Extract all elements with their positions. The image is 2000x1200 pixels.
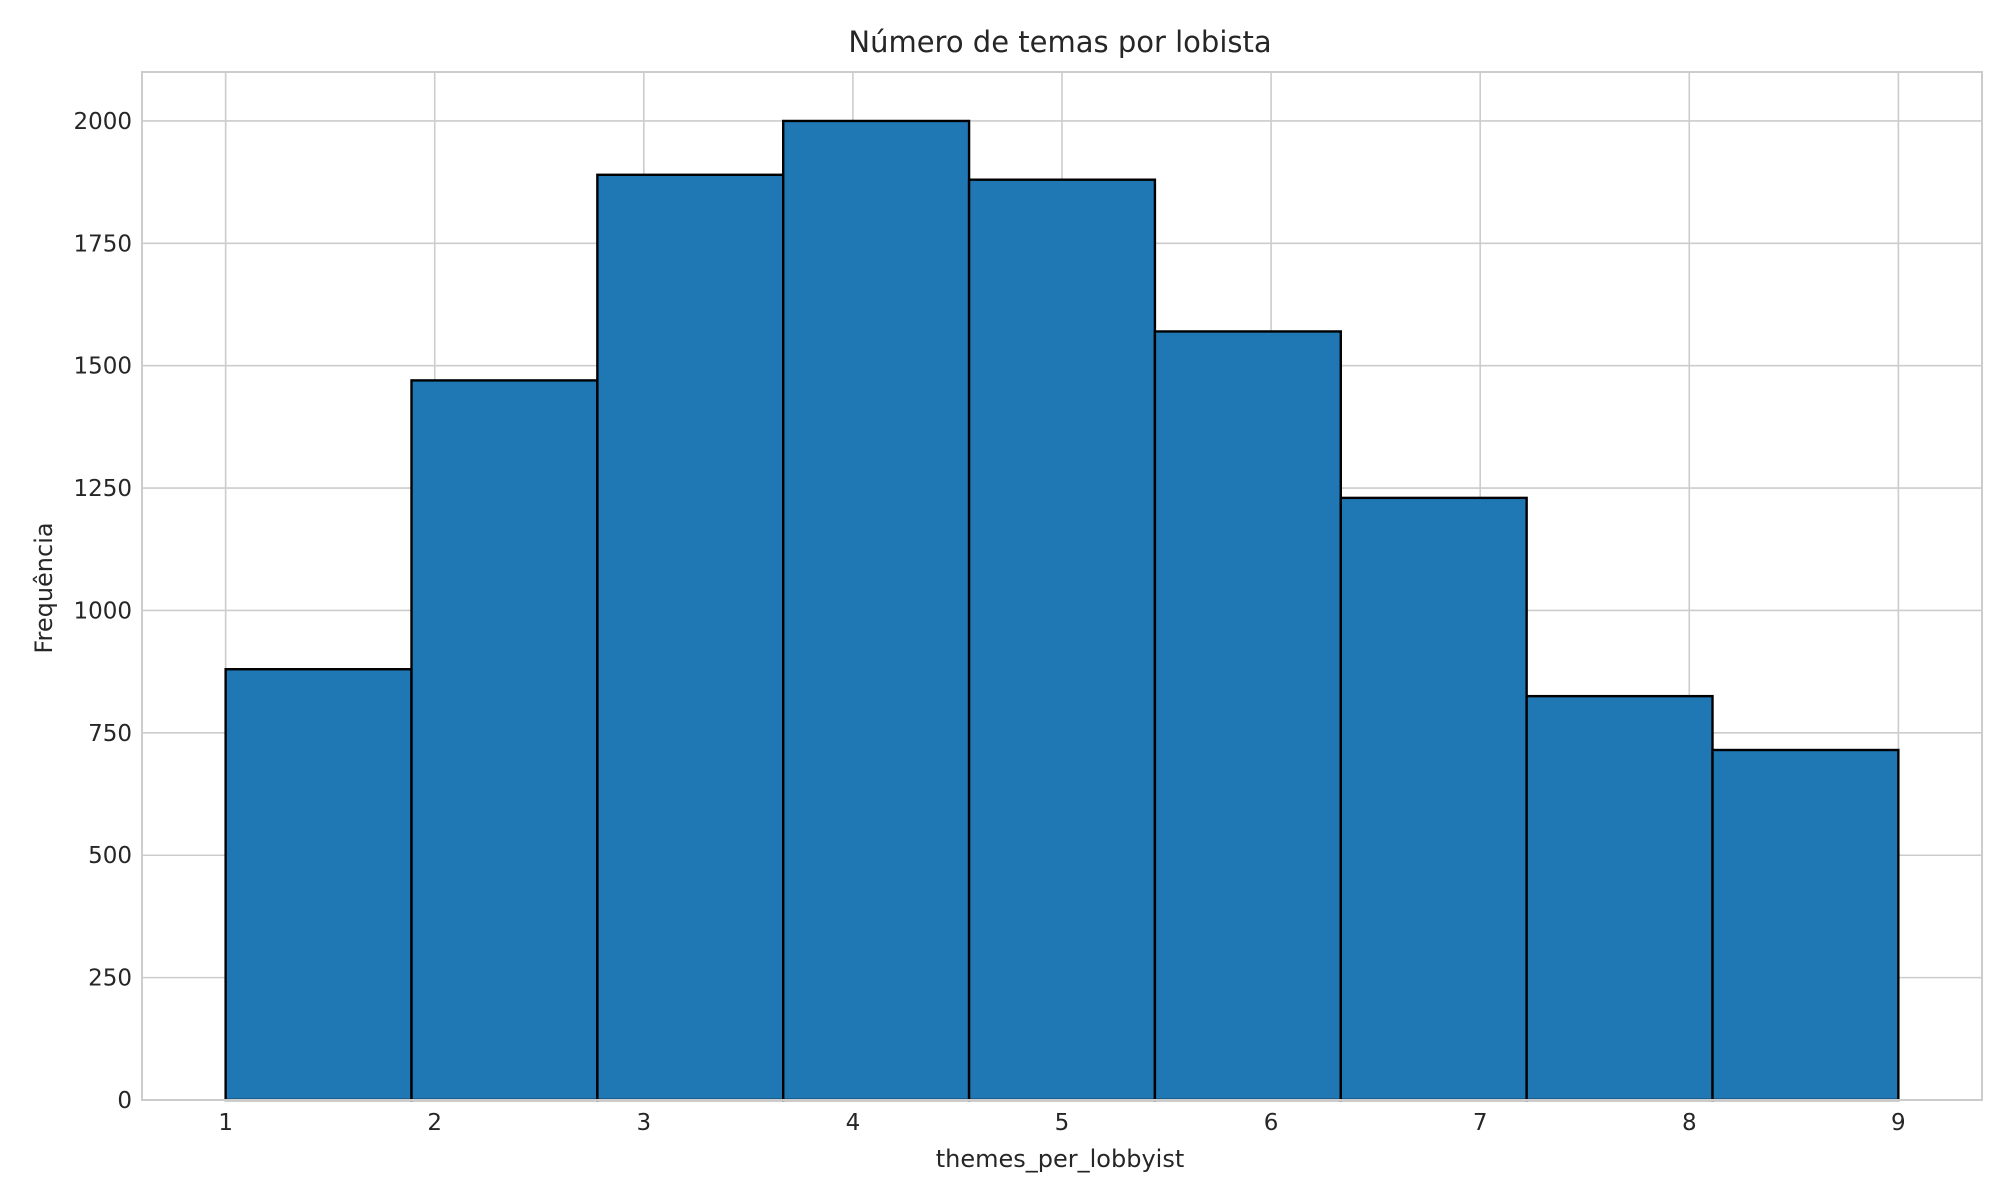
y-tick-label: 1250	[73, 476, 132, 502]
histogram-bar	[1525, 694, 1714, 1102]
histogram-bar	[967, 178, 1157, 1102]
y-tick-label: 750	[88, 721, 132, 747]
histogram-bar	[224, 668, 413, 1102]
x-tick-label: 7	[1473, 1110, 1488, 1136]
y-axis-label: Frequência	[30, 522, 58, 653]
histogram-bar	[1153, 330, 1342, 1102]
y-tick-label: 500	[88, 843, 132, 869]
histogram-bar	[782, 119, 971, 1102]
x-tick-label: 1	[218, 1110, 233, 1136]
x-tick-label: 5	[1055, 1110, 1070, 1136]
y-tick-label: 2000	[73, 109, 132, 135]
histogram-bar	[1711, 748, 1900, 1102]
y-tick-label: 1750	[73, 231, 132, 257]
x-tick-label: 9	[1891, 1110, 1906, 1136]
y-tick-label: 1000	[73, 598, 132, 624]
x-axis-label: themes_per_lobbyist	[936, 1145, 1185, 1173]
histogram-bar	[596, 173, 785, 1102]
plot-frame	[141, 71, 1983, 1101]
x-tick-label: 6	[1264, 1110, 1279, 1136]
bars	[224, 119, 1900, 1102]
x-tick-label: 3	[636, 1110, 651, 1136]
y-tick-label: 250	[88, 966, 132, 992]
chart-title: Número de temas por lobista	[848, 25, 1271, 59]
x-tick-label: 4	[846, 1110, 861, 1136]
histogram-bar	[410, 379, 599, 1102]
y-tick-label: 0	[117, 1088, 132, 1114]
histogram-bar	[1339, 496, 1528, 1102]
tick-labels: 1 2 3 4 5 6 7 8 9 0 250 500 750 1000 1250 1500 1750 2000	[73, 109, 1905, 1136]
y-tick-label: 1500	[73, 354, 132, 380]
x-tick-label: 2	[427, 1110, 442, 1136]
x-tick-label: 8	[1682, 1110, 1697, 1136]
